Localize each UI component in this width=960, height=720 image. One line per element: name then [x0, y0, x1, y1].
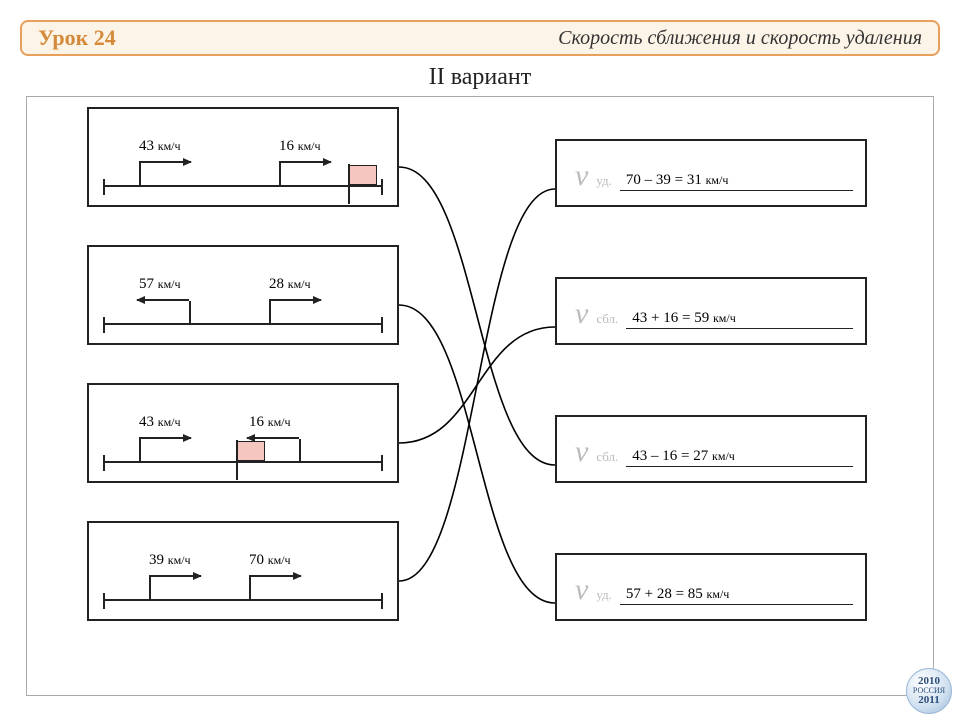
- road-line: [103, 185, 383, 187]
- answer-box-3: vсбл.43 – 16 = 27 км/ч: [555, 415, 867, 483]
- answer-box-1: vуд.70 – 39 = 31 км/ч: [555, 139, 867, 207]
- road-line: [103, 599, 383, 601]
- diagram-box-1: 43 км/ч16 км/ч: [87, 107, 399, 207]
- answer-line: 70 – 39 = 31 км/ч: [620, 171, 853, 191]
- answer-box-2: vсбл.43 + 16 = 59 км/ч: [555, 277, 867, 345]
- velocity-symbol: v: [575, 575, 588, 605]
- header-bar: Урок 24 Скорость сближения и скорость уд…: [20, 20, 940, 56]
- connector-line: [399, 189, 555, 581]
- diagram-box-3: 43 км/ч16 км/ч: [87, 383, 399, 483]
- connector-line: [399, 305, 555, 603]
- worksheet-stage: 43 км/ч16 км/ч 57 км/ч28 км/ч 43 км/ч16 км…: [26, 96, 934, 696]
- connector-line: [399, 167, 555, 465]
- diagram-box-4: 39 км/ч70 км/ч: [87, 521, 399, 621]
- year-badge: 2010 РОССИЯ 2011: [906, 668, 952, 714]
- answer-line: 43 + 16 = 59 км/ч: [626, 309, 853, 329]
- answer-line: 57 + 28 = 85 км/ч: [620, 585, 853, 605]
- flag-icon: [349, 165, 377, 185]
- answer-box-4: vуд.57 + 28 = 85 км/ч: [555, 553, 867, 621]
- velocity-symbol: v: [575, 299, 588, 329]
- answer-line: 43 – 16 = 27 км/ч: [626, 447, 853, 467]
- velocity-symbol: v: [575, 437, 588, 467]
- connector-line: [399, 327, 555, 443]
- variant-title: II вариант: [0, 64, 960, 91]
- flag-icon: [237, 441, 265, 461]
- lesson-number: Урок 24: [38, 25, 116, 51]
- velocity-symbol: v: [575, 161, 588, 191]
- road-line: [103, 461, 383, 463]
- road-line: [103, 323, 383, 325]
- lesson-topic: Скорость сближения и скорость удаления: [558, 27, 922, 50]
- diagram-box-2: 57 км/ч28 км/ч: [87, 245, 399, 345]
